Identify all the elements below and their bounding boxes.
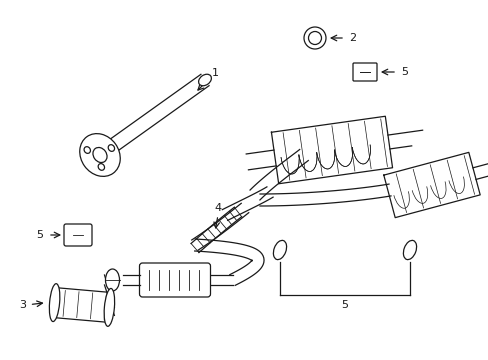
Text: 5: 5 — [401, 67, 407, 77]
Ellipse shape — [308, 31, 321, 45]
Ellipse shape — [93, 148, 107, 162]
Text: 1: 1 — [211, 68, 218, 78]
Ellipse shape — [105, 269, 119, 291]
Polygon shape — [53, 288, 110, 322]
Ellipse shape — [304, 27, 325, 49]
FancyBboxPatch shape — [64, 224, 92, 246]
Ellipse shape — [273, 240, 286, 260]
Ellipse shape — [108, 145, 114, 151]
Text: 4: 4 — [214, 203, 221, 213]
Ellipse shape — [98, 163, 104, 170]
FancyBboxPatch shape — [352, 63, 376, 81]
Text: 5: 5 — [341, 300, 348, 310]
Text: 5: 5 — [37, 230, 43, 240]
Polygon shape — [383, 152, 479, 218]
Ellipse shape — [84, 147, 90, 153]
Ellipse shape — [403, 240, 416, 260]
Ellipse shape — [104, 288, 114, 326]
Text: 2: 2 — [349, 33, 356, 43]
FancyBboxPatch shape — [139, 263, 210, 297]
Ellipse shape — [49, 284, 60, 321]
Ellipse shape — [80, 134, 120, 176]
Polygon shape — [271, 116, 392, 184]
Text: 3: 3 — [19, 300, 26, 310]
Ellipse shape — [198, 74, 211, 86]
